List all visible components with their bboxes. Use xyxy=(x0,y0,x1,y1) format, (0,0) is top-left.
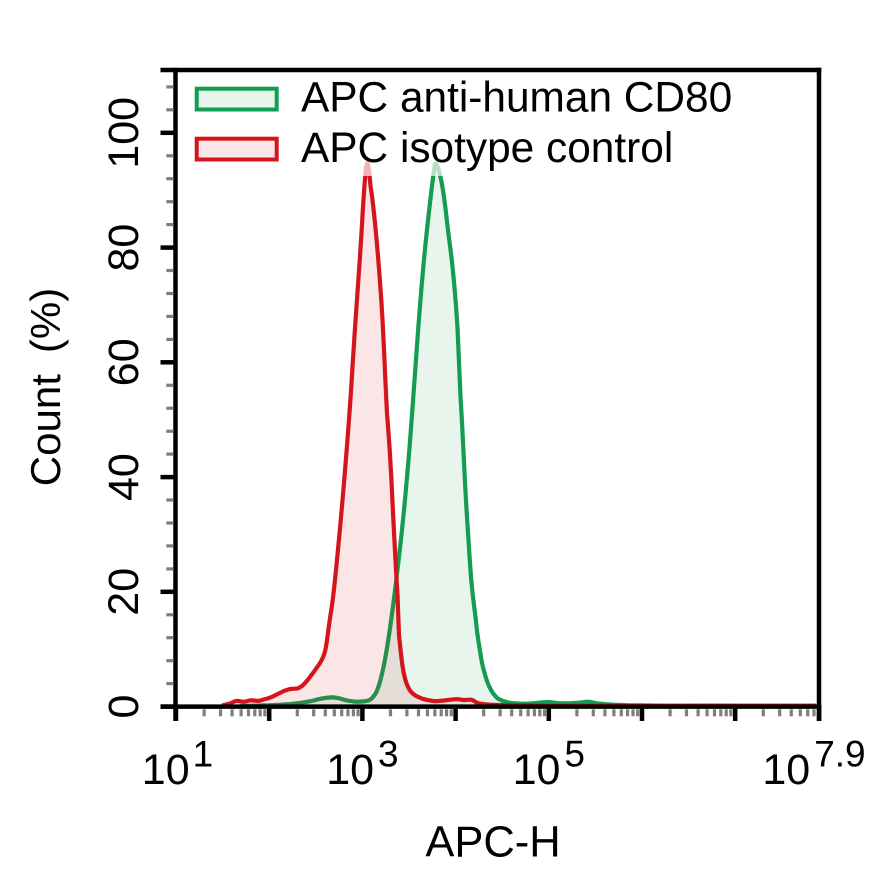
svg-text:Count (%): Count (%) xyxy=(22,288,69,486)
svg-text:60: 60 xyxy=(100,338,148,386)
svg-text:5: 5 xyxy=(564,734,585,775)
svg-text:7.9: 7.9 xyxy=(814,734,865,775)
svg-text:80: 80 xyxy=(100,224,148,272)
svg-text:APC-H: APC-H xyxy=(425,819,560,867)
svg-text:1: 1 xyxy=(193,734,214,775)
svg-text:3: 3 xyxy=(378,734,399,775)
svg-text:0: 0 xyxy=(100,695,148,719)
svg-text:10: 10 xyxy=(762,746,810,794)
svg-text:100: 100 xyxy=(100,97,148,169)
svg-text:10: 10 xyxy=(326,746,374,794)
svg-text:10: 10 xyxy=(142,746,190,794)
svg-text:40: 40 xyxy=(100,453,148,501)
svg-text:20: 20 xyxy=(100,568,148,616)
svg-text:APC anti-human CD80: APC anti-human CD80 xyxy=(301,74,732,121)
svg-text:10: 10 xyxy=(513,746,561,794)
svg-text:APC isotype control: APC isotype control xyxy=(301,124,673,171)
